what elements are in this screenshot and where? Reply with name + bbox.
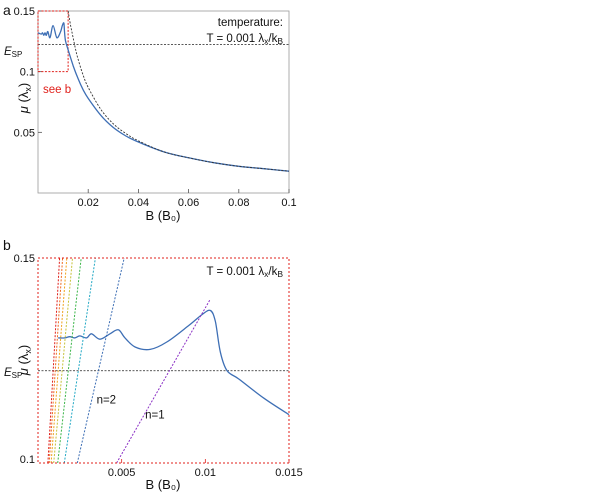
panel-b-xlabel: B (B₀): [145, 477, 180, 492]
panel-a-ytick-label: 0.1: [20, 67, 35, 79]
panel-a-ylabel: μ (λx): [16, 83, 33, 114]
panel-b-level-line: [76, 257, 125, 464]
panel-a-yticks: 0.05 0.1 0.15: [14, 6, 42, 139]
panel-b-xtick-label: 0.01: [195, 467, 216, 479]
panel-a-mu-curve: [37, 22, 290, 172]
panel-a-xtick-label: 0.04: [128, 197, 149, 209]
panel-a-xtick-label: 0.1: [281, 197, 296, 209]
panel-b-ytick-label: 0.15: [14, 253, 35, 265]
panel-a-temp-value: T = 0.001 λx/kB: [206, 33, 283, 46]
panel-b-mu-curve: [58, 309, 290, 416]
panel-a: a 0.05 0.1 0.15 0.02 0.04 0.06 0.08 0.1 μ (λx)…: [3, 2, 297, 223]
panel-a-see-b: see b: [43, 84, 71, 96]
panel-a-temp-heading: temperature:: [218, 17, 283, 29]
panel-b-label: b: [3, 237, 11, 253]
panel-b-level-line: [53, 257, 73, 464]
panel-a-ytick-label: 0.05: [14, 127, 35, 139]
panel-a-envelope-curve: [67, 10, 290, 172]
panel-b-level-line: [116, 298, 211, 464]
panel-b-xtick-label: 0.015: [275, 467, 303, 479]
panel-a-xtick-label: 0.02: [77, 197, 98, 209]
panel-b: b 0.1 0.15 0.005 0.01 0.015 μ (λx) B (B₀) T…: [3, 237, 303, 492]
panel-b-temp-value: T = 0.001 λx/kB: [206, 266, 283, 279]
panel-a-xtick-label: 0.06: [178, 197, 199, 209]
panel-a-xtick-label: 0.08: [228, 197, 249, 209]
panel-b-esp-label: ESP: [4, 367, 22, 380]
panel-a-curves: [37, 10, 290, 172]
panel-a-xticks: 0.02 0.04 0.06 0.08 0.1: [77, 189, 297, 209]
panel-a-ytick-label: 0.15: [14, 6, 35, 18]
panel-b-level-label: n=1: [145, 410, 165, 422]
panel-b-xtick-label: 0.005: [108, 467, 136, 479]
panel-b-curves: [38, 257, 290, 464]
panel-b-ylabel: μ (λx): [16, 345, 33, 376]
panel-a-inset-box: [37, 10, 69, 73]
panel-a-xlabel: B (B₀): [145, 208, 180, 223]
panel-b-level-labels: n=2 n=1: [97, 395, 165, 422]
panel-b-frame: [37, 257, 290, 464]
panel-b-level-line: [63, 257, 96, 464]
panel-a-label: a: [3, 2, 11, 18]
panel-b-level-line: [57, 257, 82, 464]
panel-b-level-line: [50, 257, 68, 464]
panel-a-esp-label: ESP: [4, 46, 22, 59]
panel-b-level-line: [48, 257, 64, 464]
panel-b-yticks: 0.1 0.15: [14, 253, 35, 466]
panel-b-xticks: 0.005 0.01 0.015: [108, 459, 303, 479]
panel-a-frame: [37, 10, 290, 194]
panel-b-level-label: n=2: [97, 395, 117, 407]
panel-b-level-line: [47, 257, 61, 464]
panel-b-ytick-label: 0.1: [20, 454, 35, 466]
